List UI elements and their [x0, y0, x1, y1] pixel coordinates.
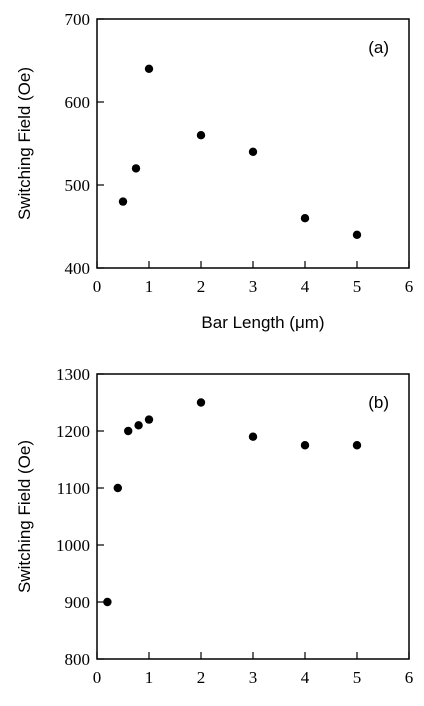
- data-point: [124, 426, 133, 436]
- data-point: [196, 398, 206, 407]
- data-point: [300, 441, 310, 450]
- plot-frame: [96, 373, 410, 660]
- data-point: [196, 131, 206, 140]
- data-point: [352, 230, 362, 239]
- y-tick-label: 1200: [56, 422, 90, 441]
- y-tick-label: 1000: [56, 536, 90, 555]
- x-tick-label: 1: [145, 277, 154, 296]
- y-tick-label: 800: [65, 650, 91, 669]
- x-axis-label: Bar Length (μm): [201, 704, 324, 706]
- data-point: [144, 64, 154, 74]
- x-tick-label: 1: [145, 668, 154, 687]
- data-point: [118, 197, 128, 206]
- plot-frame: [96, 18, 410, 269]
- x-tick-label: 0: [93, 668, 102, 687]
- data-point: [248, 432, 258, 441]
- y-tick-label: 900: [65, 593, 91, 612]
- data-point: [103, 597, 112, 607]
- data-point: [300, 214, 310, 223]
- y-tick-label: 500: [65, 176, 91, 195]
- scatter-panel-a: 0 1 2 3 4 5 6 400 500 600 700 (a) Bar Length (μm) Swi…: [15, 10, 413, 332]
- data-point: [144, 415, 154, 424]
- y-tick-label: 700: [65, 10, 91, 29]
- x-tick-label: 0: [93, 277, 102, 296]
- y-tick-label: 400: [65, 259, 91, 278]
- x-tick-label: 3: [249, 277, 258, 296]
- data-point: [113, 483, 123, 493]
- panel-label: (b): [368, 393, 389, 412]
- x-tick-label: 4: [301, 668, 310, 687]
- x-tick-label: 5: [353, 277, 362, 296]
- data-point: [248, 147, 258, 156]
- y-axis-label: Switching Field (Oe): [15, 67, 34, 220]
- x-tick-label: 6: [405, 668, 414, 687]
- y-tick-label: 1300: [56, 365, 90, 384]
- y-tick-label: 600: [65, 93, 91, 112]
- x-tick-label: 3: [249, 668, 258, 687]
- y-axis-label: Switching Field (Oe): [15, 440, 34, 593]
- x-tick-label: 2: [197, 668, 206, 687]
- x-tick-label: 2: [197, 277, 206, 296]
- x-tick-label: 5: [353, 668, 362, 687]
- data-point: [352, 441, 362, 450]
- y-tick-label: 1100: [57, 479, 90, 498]
- data-point: [131, 164, 141, 173]
- x-tick-label: 6: [405, 277, 414, 296]
- x-axis-label: Bar Length (μm): [201, 313, 324, 332]
- scatter-panel-b: 0 1 2 3 4 5 6 800 900 1000 1100 1200 1300 (b) Bar Leng…: [15, 365, 413, 706]
- x-tick-label: 4: [301, 277, 310, 296]
- data-point: [134, 421, 143, 430]
- panel-label: (a): [368, 38, 389, 57]
